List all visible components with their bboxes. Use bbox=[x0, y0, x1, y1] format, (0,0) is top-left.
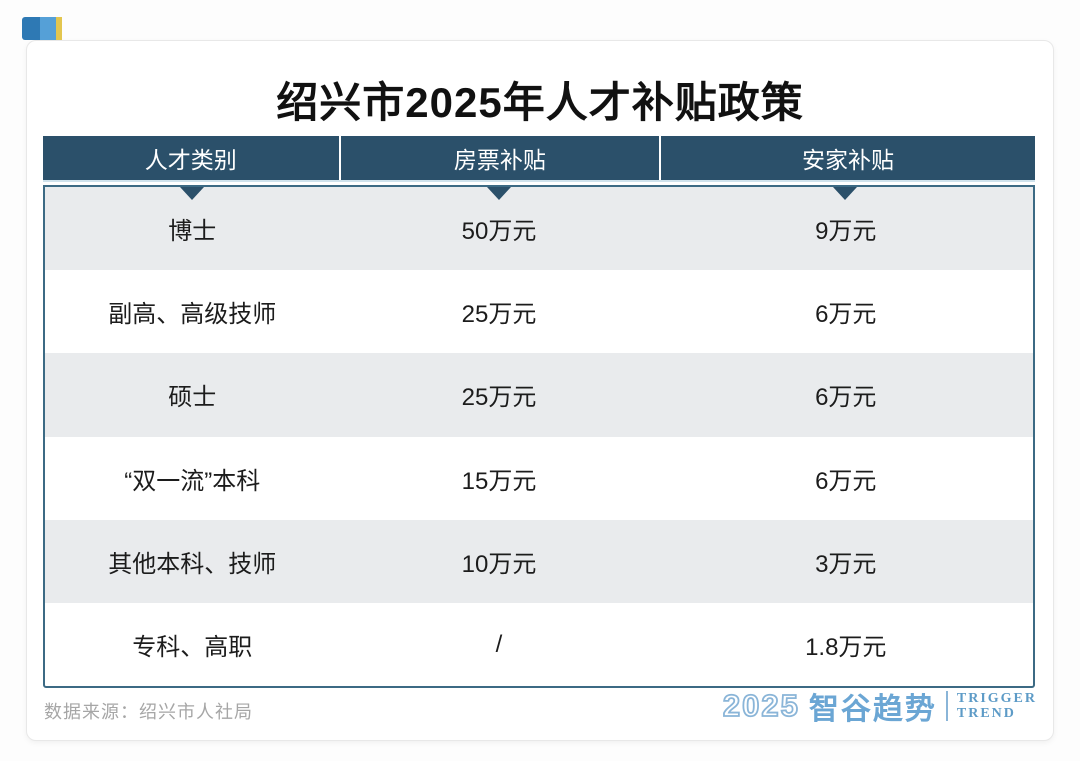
cell-housing-subsidy: 15万元 bbox=[461, 467, 537, 495]
infographic-card: 绍兴市2025年人才补贴政策 人才类别 房票补贴 安家补贴 博士 50万元 9万… bbox=[26, 40, 1054, 741]
table-header-row: 人才类别 房票补贴 安家补贴 bbox=[43, 136, 1035, 182]
cell-talent-category: 博士 bbox=[168, 218, 217, 246]
cell-housing-subsidy: 25万元 bbox=[461, 384, 537, 412]
column-header-housing-subsidy: 房票补贴 bbox=[338, 136, 659, 180]
column-pointer-icon bbox=[180, 187, 205, 200]
column-pointer-icon bbox=[487, 187, 512, 200]
column-header-settling-subsidy: 安家补贴 bbox=[659, 136, 1035, 180]
deco-block-dark-blue bbox=[22, 17, 40, 40]
cell-talent-category: “双一流”本科 bbox=[124, 467, 261, 495]
cell-talent-category: 硕士 bbox=[168, 384, 217, 412]
table-row: 其他本科、技师 10万元 3万元 bbox=[45, 519, 1033, 603]
column-header-talent-category: 人才类别 bbox=[144, 147, 237, 173]
cell-housing-subsidy: / bbox=[495, 630, 503, 658]
logo-tagline: TRIGGER TREND bbox=[957, 691, 1037, 721]
cell-settling-subsidy: 6万元 bbox=[815, 467, 877, 495]
deco-block-yellow bbox=[56, 17, 62, 40]
cell-talent-category: 副高、高级技师 bbox=[108, 301, 277, 329]
cell-talent-category: 其他本科、技师 bbox=[108, 550, 277, 578]
logo-divider bbox=[945, 691, 948, 721]
logo-brand-name: 智谷趋势 bbox=[808, 693, 937, 726]
logo-tagline-line1: TRIGGER bbox=[956, 691, 1037, 706]
subsidy-table: 人才类别 房票补贴 安家补贴 博士 50万元 9万元 副高、高级技师 25万元 … bbox=[43, 136, 1035, 689]
column-pointer-icon bbox=[833, 187, 858, 200]
table-row: 硕士 25万元 6万元 bbox=[45, 353, 1033, 437]
brand-logo: 2025 智谷趋势 TRIGGER TREND bbox=[722, 684, 1037, 728]
data-source-note: 数据来源：绍兴市人社局 bbox=[44, 702, 253, 722]
cell-housing-subsidy: 25万元 bbox=[461, 301, 537, 329]
cell-housing-subsidy: 10万元 bbox=[461, 550, 537, 578]
table-row: “双一流”本科 15万元 6万元 bbox=[45, 437, 1033, 520]
table-row: 专科、高职 / 1.8万元 bbox=[45, 603, 1033, 686]
cell-housing-subsidy: 50万元 bbox=[461, 218, 537, 246]
brand-color-blocks-icon bbox=[22, 17, 62, 40]
page-title: 绍兴市2025年人才补贴政策 bbox=[276, 79, 804, 126]
cell-settling-subsidy: 3万元 bbox=[815, 550, 877, 578]
logo-year: 2025 bbox=[722, 687, 800, 724]
logo-tagline-line2: TREND bbox=[956, 706, 1016, 721]
cell-settling-subsidy: 6万元 bbox=[815, 384, 877, 412]
cell-settling-subsidy: 9万元 bbox=[815, 218, 877, 246]
table-row: 博士 50万元 9万元 bbox=[45, 187, 1033, 271]
cell-settling-subsidy: 1.8万元 bbox=[805, 634, 887, 662]
cell-talent-category: 专科、高职 bbox=[132, 634, 253, 662]
deco-block-light-blue bbox=[40, 17, 56, 40]
cell-settling-subsidy: 6万元 bbox=[815, 301, 877, 329]
table-body: 博士 50万元 9万元 副高、高级技师 25万元 6万元 硕士 25万元 6万元… bbox=[43, 185, 1035, 689]
table-row: 副高、高级技师 25万元 6万元 bbox=[45, 270, 1033, 353]
